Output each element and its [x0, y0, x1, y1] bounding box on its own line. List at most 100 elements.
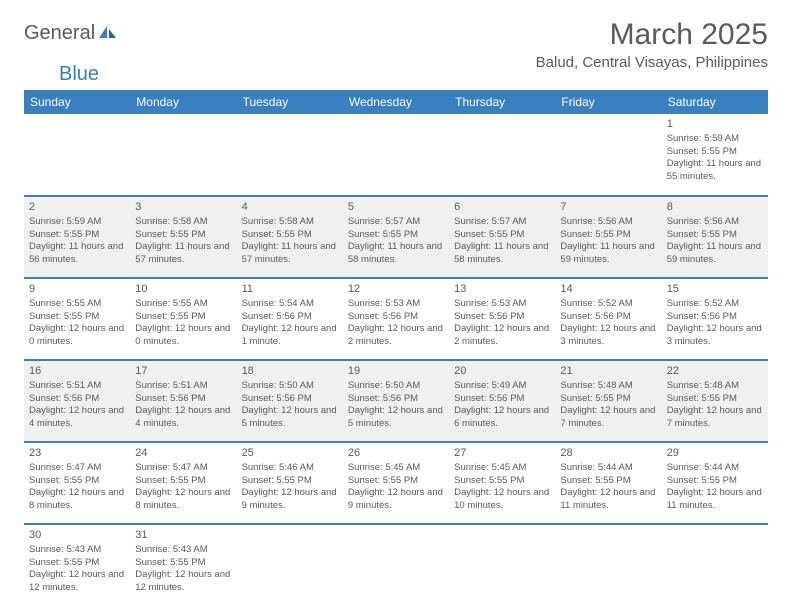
day-cell — [24, 114, 130, 196]
daylight-text: Daylight: 12 hours and 1 minute. — [242, 323, 338, 349]
day-number: 27 — [454, 446, 550, 461]
sunrise-text: Sunrise: 5:45 AM — [454, 462, 550, 475]
sunrise-text: Sunrise: 5:48 AM — [560, 380, 656, 393]
daylight-text: Daylight: 12 hours and 0 minutes. — [29, 323, 125, 349]
daylight-text: Daylight: 11 hours and 58 minutes. — [454, 241, 550, 267]
day-header-sun: Sunday — [24, 90, 130, 114]
calendar-body: 1Sunrise: 5:59 AMSunset: 5:55 PMDaylight… — [24, 114, 768, 606]
daylight-text: Daylight: 12 hours and 2 minutes. — [454, 323, 550, 349]
sunrise-text: Sunrise: 5:46 AM — [242, 462, 338, 475]
sunrise-text: Sunrise: 5:59 AM — [29, 216, 125, 229]
sunset-text: Sunset: 5:55 PM — [29, 475, 125, 488]
sunrise-text: Sunrise: 5:57 AM — [348, 216, 444, 229]
week-row: 23Sunrise: 5:47 AMSunset: 5:55 PMDayligh… — [24, 442, 768, 524]
daylight-text: Daylight: 12 hours and 12 minutes. — [135, 569, 231, 595]
sunrise-text: Sunrise: 5:48 AM — [667, 380, 763, 393]
day-number: 4 — [242, 200, 338, 215]
sunset-text: Sunset: 5:55 PM — [454, 229, 550, 242]
sunrise-text: Sunrise: 5:55 AM — [135, 298, 231, 311]
daylight-text: Daylight: 12 hours and 2 minutes. — [348, 323, 444, 349]
day-number: 25 — [242, 446, 338, 461]
sunset-text: Sunset: 5:55 PM — [135, 475, 231, 488]
day-number: 14 — [560, 282, 656, 297]
day-number: 10 — [135, 282, 231, 297]
day-number: 15 — [667, 282, 763, 297]
day-cell: 16Sunrise: 5:51 AMSunset: 5:56 PMDayligh… — [24, 360, 130, 442]
sunset-text: Sunset: 5:55 PM — [560, 393, 656, 406]
day-header-fri: Friday — [555, 90, 661, 114]
day-header-wed: Wednesday — [343, 90, 449, 114]
sunrise-text: Sunrise: 5:44 AM — [560, 462, 656, 475]
sunrise-text: Sunrise: 5:53 AM — [348, 298, 444, 311]
sunset-text: Sunset: 5:55 PM — [29, 311, 125, 324]
daylight-text: Daylight: 12 hours and 10 minutes. — [454, 487, 550, 513]
day-number: 13 — [454, 282, 550, 297]
sunset-text: Sunset: 5:55 PM — [348, 475, 444, 488]
daylight-text: Daylight: 12 hours and 3 minutes. — [560, 323, 656, 349]
day-cell — [449, 524, 555, 606]
day-number: 26 — [348, 446, 444, 461]
day-number: 5 — [348, 200, 444, 215]
day-cell: 26Sunrise: 5:45 AMSunset: 5:55 PMDayligh… — [343, 442, 449, 524]
day-header-row: Sunday Monday Tuesday Wednesday Thursday… — [24, 90, 768, 114]
sunset-text: Sunset: 5:55 PM — [560, 475, 656, 488]
day-cell — [662, 524, 768, 606]
sunset-text: Sunset: 5:56 PM — [29, 393, 125, 406]
day-number: 20 — [454, 364, 550, 379]
day-cell — [343, 114, 449, 196]
sunset-text: Sunset: 5:55 PM — [348, 229, 444, 242]
day-cell — [237, 114, 343, 196]
week-row: 1Sunrise: 5:59 AMSunset: 5:55 PMDaylight… — [24, 114, 768, 196]
day-number: 11 — [242, 282, 338, 297]
week-row: 2Sunrise: 5:59 AMSunset: 5:55 PMDaylight… — [24, 196, 768, 278]
day-number: 1 — [667, 117, 763, 132]
sunset-text: Sunset: 5:55 PM — [667, 393, 763, 406]
sunset-text: Sunset: 5:56 PM — [560, 311, 656, 324]
sunrise-text: Sunrise: 5:58 AM — [135, 216, 231, 229]
day-cell: 11Sunrise: 5:54 AMSunset: 5:56 PMDayligh… — [237, 278, 343, 360]
daylight-text: Daylight: 11 hours and 58 minutes. — [348, 241, 444, 267]
sunset-text: Sunset: 5:56 PM — [242, 393, 338, 406]
sunrise-text: Sunrise: 5:59 AM — [667, 133, 763, 146]
daylight-text: Daylight: 12 hours and 8 minutes. — [29, 487, 125, 513]
day-cell — [237, 524, 343, 606]
day-number: 29 — [667, 446, 763, 461]
week-row: 9Sunrise: 5:55 AMSunset: 5:55 PMDaylight… — [24, 278, 768, 360]
daylight-text: Daylight: 11 hours and 57 minutes. — [135, 241, 231, 267]
sunrise-text: Sunrise: 5:50 AM — [242, 380, 338, 393]
daylight-text: Daylight: 12 hours and 4 minutes. — [29, 405, 125, 431]
day-cell: 7Sunrise: 5:56 AMSunset: 5:55 PMDaylight… — [555, 196, 661, 278]
day-cell: 4Sunrise: 5:58 AMSunset: 5:55 PMDaylight… — [237, 196, 343, 278]
day-number: 6 — [454, 200, 550, 215]
day-number: 31 — [135, 528, 231, 543]
daylight-text: Daylight: 12 hours and 0 minutes. — [135, 323, 231, 349]
sunrise-text: Sunrise: 5:53 AM — [454, 298, 550, 311]
day-header-thu: Thursday — [449, 90, 555, 114]
day-number: 23 — [29, 446, 125, 461]
day-cell: 8Sunrise: 5:56 AMSunset: 5:55 PMDaylight… — [662, 196, 768, 278]
daylight-text: Daylight: 12 hours and 5 minutes. — [242, 405, 338, 431]
week-row: 16Sunrise: 5:51 AMSunset: 5:56 PMDayligh… — [24, 360, 768, 442]
day-number: 18 — [242, 364, 338, 379]
sunset-text: Sunset: 5:55 PM — [667, 229, 763, 242]
day-cell: 1Sunrise: 5:59 AMSunset: 5:55 PMDaylight… — [662, 114, 768, 196]
sunrise-text: Sunrise: 5:43 AM — [135, 544, 231, 557]
day-cell: 23Sunrise: 5:47 AMSunset: 5:55 PMDayligh… — [24, 442, 130, 524]
day-number: 24 — [135, 446, 231, 461]
day-cell: 31Sunrise: 5:43 AMSunset: 5:55 PMDayligh… — [130, 524, 236, 606]
day-number: 30 — [29, 528, 125, 543]
sunset-text: Sunset: 5:55 PM — [667, 146, 763, 159]
sunset-text: Sunset: 5:55 PM — [242, 475, 338, 488]
sunset-text: Sunset: 5:55 PM — [560, 229, 656, 242]
sunset-text: Sunset: 5:55 PM — [29, 229, 125, 242]
daylight-text: Daylight: 12 hours and 6 minutes. — [454, 405, 550, 431]
sunset-text: Sunset: 5:56 PM — [454, 393, 550, 406]
day-cell: 12Sunrise: 5:53 AMSunset: 5:56 PMDayligh… — [343, 278, 449, 360]
day-cell: 25Sunrise: 5:46 AMSunset: 5:55 PMDayligh… — [237, 442, 343, 524]
sunrise-text: Sunrise: 5:51 AM — [135, 380, 231, 393]
month-title: March 2025 — [536, 18, 768, 52]
sunrise-text: Sunrise: 5:56 AM — [667, 216, 763, 229]
day-header-tue: Tuesday — [237, 90, 343, 114]
daylight-text: Daylight: 11 hours and 59 minutes. — [560, 241, 656, 267]
logo-text-2: Blue — [59, 63, 792, 86]
